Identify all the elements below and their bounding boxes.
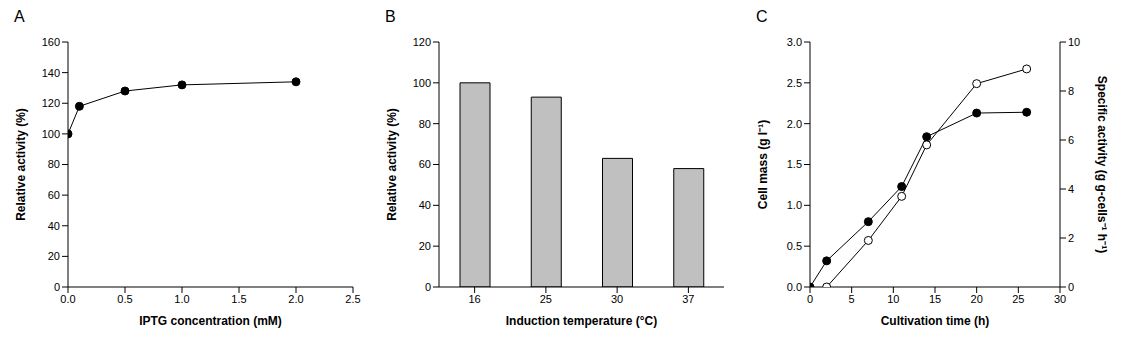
- svg-text:160: 160: [42, 36, 60, 48]
- svg-text:140: 140: [42, 67, 60, 79]
- svg-text:0.0: 0.0: [787, 281, 802, 293]
- svg-text:0.0: 0.0: [60, 293, 75, 305]
- svg-text:100: 100: [42, 128, 60, 140]
- html-text:A: A: [14, 8, 25, 25]
- svg-text:Specific activity (g g-cells⁻¹: Specific activity (g g-cells⁻¹ h⁻¹): [1095, 76, 1109, 253]
- svg-text:60: 60: [48, 189, 60, 201]
- svg-text:15: 15: [929, 293, 941, 305]
- svg-text:30: 30: [1054, 293, 1066, 305]
- svg-text:30: 30: [611, 293, 623, 305]
- svg-text:Relative activity (%): Relative activity (%): [14, 108, 28, 221]
- svg-text:16: 16: [469, 293, 481, 305]
- svg-text:Induction temperature (°C): Induction temperature (°C): [506, 314, 657, 328]
- svg-text:5: 5: [849, 293, 855, 305]
- svg-text:2: 2: [1068, 232, 1074, 244]
- svg-text:Cultivation time (h): Cultivation time (h): [881, 314, 990, 328]
- svg-text:1.5: 1.5: [787, 158, 802, 170]
- svg-text:1.0: 1.0: [174, 293, 189, 305]
- svg-text:0: 0: [425, 281, 431, 293]
- svg-text:2.0: 2.0: [787, 118, 802, 130]
- svg-text:0: 0: [54, 281, 60, 293]
- svg-text:20: 20: [48, 250, 60, 262]
- svg-text:8: 8: [1068, 85, 1074, 97]
- svg-text:0: 0: [807, 293, 813, 305]
- html-text:C: C: [756, 8, 768, 25]
- svg-text:25: 25: [1012, 293, 1024, 305]
- svg-text:120: 120: [42, 97, 60, 109]
- svg-text:10: 10: [887, 293, 899, 305]
- svg-text:0.5: 0.5: [117, 293, 132, 305]
- svg-text:IPTG concentration (mM): IPTG concentration (mM): [139, 314, 282, 328]
- svg-text:40: 40: [419, 199, 431, 211]
- svg-text:0: 0: [1068, 281, 1074, 293]
- svg-text:20: 20: [971, 293, 983, 305]
- svg-text:10: 10: [1068, 36, 1080, 48]
- svg-text:40: 40: [48, 220, 60, 232]
- svg-text:1.0: 1.0: [787, 199, 802, 211]
- svg-text:1.5: 1.5: [231, 293, 246, 305]
- svg-text:Relative activity (%): Relative activity (%): [385, 108, 399, 221]
- svg-text:6: 6: [1068, 134, 1074, 146]
- svg-text:120: 120: [413, 36, 431, 48]
- svg-text:2.5: 2.5: [345, 293, 360, 305]
- svg-text:2.5: 2.5: [787, 77, 802, 89]
- svg-text:80: 80: [48, 158, 60, 170]
- svg-text:100: 100: [413, 77, 431, 89]
- svg-text:0.5: 0.5: [787, 240, 802, 252]
- svg-text:60: 60: [419, 158, 431, 170]
- svg-text:37: 37: [682, 293, 694, 305]
- svg-text:25: 25: [540, 293, 552, 305]
- svg-text:Cell mass (g l⁻¹): Cell mass (g l⁻¹): [756, 120, 770, 209]
- svg-text:20: 20: [419, 240, 431, 252]
- svg-text:2.0: 2.0: [288, 293, 303, 305]
- html-text:B: B: [385, 8, 396, 25]
- svg-text:3.0: 3.0: [787, 36, 802, 48]
- svg-text:80: 80: [419, 118, 431, 130]
- svg-text:4: 4: [1068, 183, 1074, 195]
